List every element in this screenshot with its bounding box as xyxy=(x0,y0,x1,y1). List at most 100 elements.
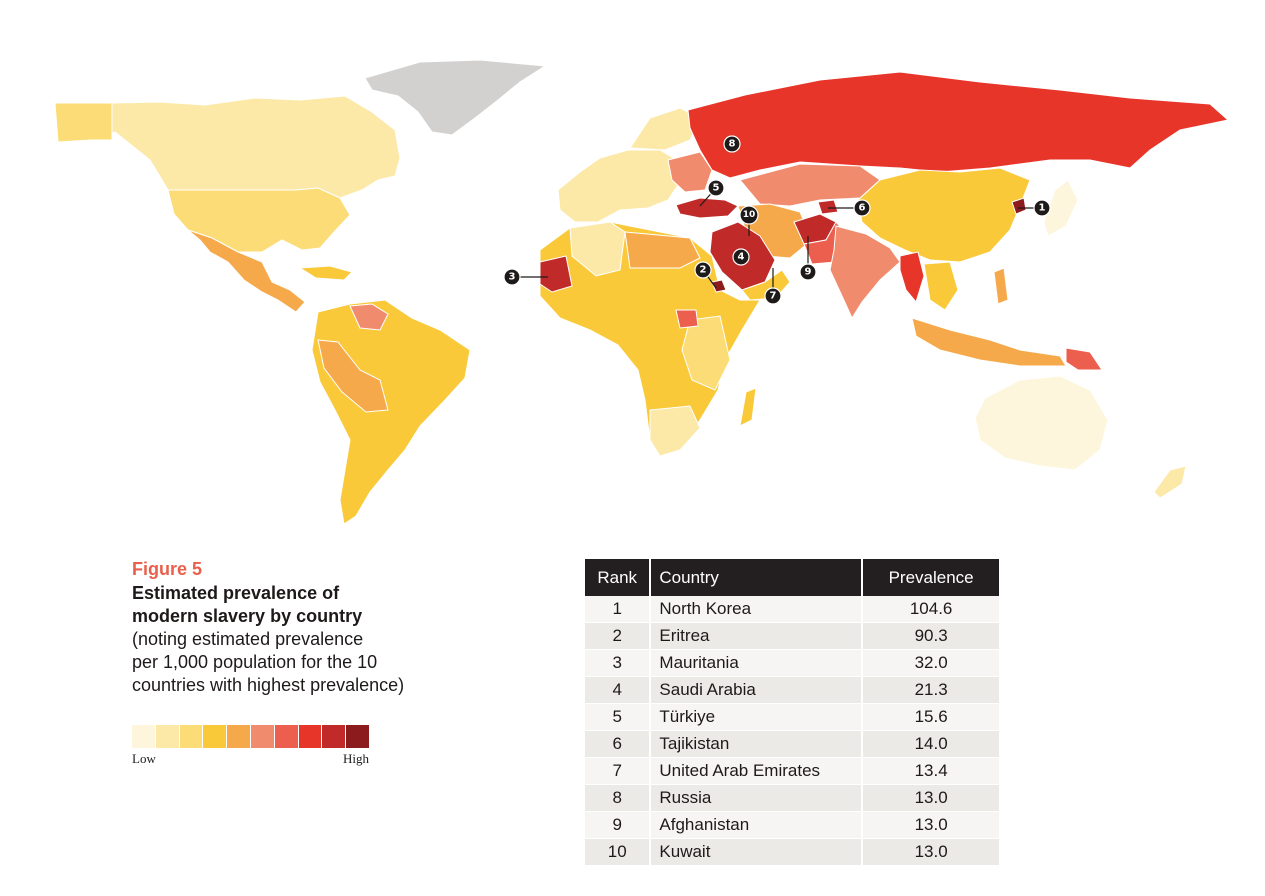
region-africa xyxy=(539,221,761,457)
region-russia xyxy=(687,71,1230,179)
svg-text:6: 6 xyxy=(859,203,866,214)
region-southeast-asia xyxy=(923,261,959,311)
color-legend: Low High xyxy=(132,725,369,767)
region-usa xyxy=(167,187,351,253)
table-row: 7 United Arab Emirates 13.4 xyxy=(585,757,999,785)
cell-prevalence: 14.0 xyxy=(862,730,999,758)
figure-title-line: Estimated prevalence of xyxy=(132,583,340,603)
marker-2: 2 xyxy=(694,261,717,289)
region-caribbean xyxy=(298,265,353,281)
svg-text:1: 1 xyxy=(1039,203,1046,214)
legend-swatch xyxy=(274,725,299,748)
figure-note-line: per 1,000 population for the 10 xyxy=(132,652,378,672)
marker-5: 5 xyxy=(699,179,725,207)
cell-rank: 10 xyxy=(585,838,652,866)
legend-swatch xyxy=(179,725,204,748)
region-japan xyxy=(1043,179,1079,237)
cell-rank: 9 xyxy=(585,811,652,839)
marker-9: 9 xyxy=(799,236,817,281)
table-row: 5 Türkiye 15.6 xyxy=(585,703,999,731)
region-north-africa xyxy=(569,221,626,277)
region-south-america xyxy=(311,299,471,525)
legend-swatch xyxy=(250,725,275,748)
region-egypt-libya xyxy=(624,231,701,269)
header-rank: Rank xyxy=(585,559,652,596)
legend-swatch xyxy=(155,725,180,748)
cell-country: North Korea xyxy=(650,596,864,623)
cell-prevalence: 13.4 xyxy=(862,757,999,785)
cell-country: Kuwait xyxy=(650,838,864,866)
cell-prevalence: 21.3 xyxy=(862,676,999,704)
cell-country: Eritrea xyxy=(650,622,864,650)
region-china xyxy=(857,167,1031,263)
legend-labels: Low High xyxy=(132,751,369,767)
svg-text:3: 3 xyxy=(509,272,516,283)
table-row: 4 Saudi Arabia 21.3 xyxy=(585,676,999,704)
table-row: 8 Russia 13.0 xyxy=(585,784,999,812)
table-header-row: Rank Country Prevalence xyxy=(585,559,999,596)
region-north-korea xyxy=(1011,197,1027,215)
cell-country: Saudi Arabia xyxy=(650,676,864,704)
region-australia xyxy=(974,375,1109,471)
legend-swatch xyxy=(227,725,251,748)
cell-country: Mauritania xyxy=(650,649,864,677)
region-east-africa xyxy=(681,315,731,391)
region-mauritania xyxy=(539,255,573,293)
figure-note-line: countries with highest prevalence) xyxy=(132,675,405,695)
cell-rank: 8 xyxy=(585,784,652,812)
marker-8: 8 xyxy=(723,135,741,153)
table-row: 9 Afghanistan 13.0 xyxy=(585,811,999,839)
table-body: 1 North Korea 104.6 2 Eritrea 90.3 3 Mauritania… xyxy=(585,596,999,866)
marker-4: 4 xyxy=(732,248,750,266)
figure-note: (noting estimated prevalence per 1,000 p… xyxy=(132,628,492,697)
table-row: 1 North Korea 104.6 xyxy=(585,596,999,623)
cell-prevalence: 13.0 xyxy=(862,784,999,812)
cell-rank: 2 xyxy=(585,622,652,650)
cell-prevalence: 90.3 xyxy=(862,622,999,650)
region-eritrea xyxy=(711,279,727,293)
cell-rank: 3 xyxy=(585,649,652,677)
cell-country: Afghanistan xyxy=(650,811,864,839)
cell-country: Türkiye xyxy=(650,703,864,731)
svg-text:5: 5 xyxy=(713,183,720,194)
cell-prevalence: 13.0 xyxy=(862,838,999,866)
region-southern-africa xyxy=(649,405,701,457)
region-myanmar xyxy=(899,251,925,304)
svg-text:9: 9 xyxy=(805,267,812,278)
legend-low-label: Low xyxy=(132,751,156,766)
region-indonesia xyxy=(911,317,1067,367)
svg-text:2: 2 xyxy=(700,265,707,276)
region-india xyxy=(829,225,901,320)
region-alaska xyxy=(54,102,113,143)
prevalence-table: Rank Country Prevalence 1 North Korea 104.… xyxy=(585,559,999,866)
cell-rank: 5 xyxy=(585,703,652,731)
cell-prevalence: 15.6 xyxy=(862,703,999,731)
table-row: 10 Kuwait 13.0 xyxy=(585,838,999,866)
region-new-zealand xyxy=(1153,465,1187,499)
table-row: 3 Mauritania 32.0 xyxy=(585,649,999,677)
cell-country: Russia xyxy=(650,784,864,812)
svg-text:7: 7 xyxy=(770,291,777,302)
region-turkiye xyxy=(675,197,739,219)
cell-country: United Arab Emirates xyxy=(650,757,864,785)
region-papua-new-guinea xyxy=(1065,347,1103,371)
figure-title-line: modern slavery by country xyxy=(132,606,363,626)
cell-rank: 7 xyxy=(585,757,652,785)
region-venezuela xyxy=(349,303,389,331)
marker-1: 1 xyxy=(1018,199,1051,217)
legend-swatch xyxy=(298,725,323,748)
table-row: 2 Eritrea 90.3 xyxy=(585,622,999,650)
region-tajikistan xyxy=(817,199,839,215)
figure-note-line: (noting estimated prevalence xyxy=(132,629,364,649)
cell-rank: 6 xyxy=(585,730,652,758)
marker-7: 7 xyxy=(764,268,782,305)
legend-swatch xyxy=(346,725,369,748)
cell-prevalence: 13.0 xyxy=(862,811,999,839)
marker-3: 3 xyxy=(503,268,548,286)
legend-swatch xyxy=(203,725,228,748)
region-peru-bolivia xyxy=(317,339,389,413)
legend-high-label: High xyxy=(343,751,369,766)
region-philippines xyxy=(993,267,1009,305)
region-mexico xyxy=(187,229,306,313)
world-prevalence-map: 1 2 3 4 5 6 7 8 9 10 xyxy=(54,59,1230,525)
